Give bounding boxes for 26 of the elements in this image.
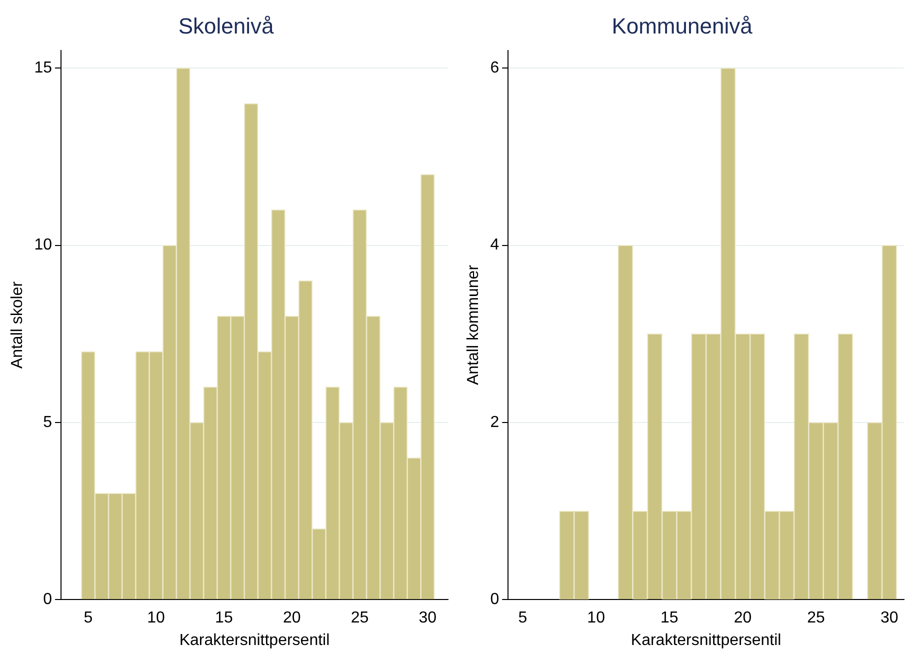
y-tick-label: 15 — [34, 60, 52, 77]
x-tick-label: 30 — [418, 610, 437, 627]
chart-title: Skolenivå — [178, 13, 274, 38]
x-tick-label: 25 — [350, 610, 369, 627]
x-axis-title: Karaktersnittpersentil — [630, 632, 782, 649]
y-tick-label: 0 — [43, 591, 52, 608]
x-tick-label: 25 — [807, 610, 826, 627]
y-tick-label: 4 — [490, 236, 500, 254]
y-tick-label: 2 — [490, 414, 500, 431]
x-axis-title: Karaktersnittpersentil — [179, 632, 330, 649]
y-axis-title: Antall skoler — [9, 280, 26, 369]
y-tick-label: 0 — [490, 591, 500, 608]
y-tick-label: 10 — [34, 236, 52, 254]
x-tick-label: 15 — [660, 610, 678, 627]
x-tick-label: 5 — [518, 610, 528, 627]
chart-title: Kommunenivå — [612, 13, 754, 38]
x-tick-label: 20 — [734, 610, 752, 627]
y-axis-title: Antall kommuner — [465, 264, 482, 386]
y-tick-label: 6 — [490, 60, 500, 77]
x-tick-label: 15 — [215, 610, 233, 627]
y-tick-label: 5 — [43, 414, 52, 431]
x-tick-label: 20 — [282, 610, 301, 627]
x-tick-label: 5 — [84, 610, 93, 627]
x-tick-label: 10 — [587, 610, 606, 627]
x-tick-label: 10 — [147, 610, 166, 627]
x-tick-label: 30 — [880, 610, 898, 627]
